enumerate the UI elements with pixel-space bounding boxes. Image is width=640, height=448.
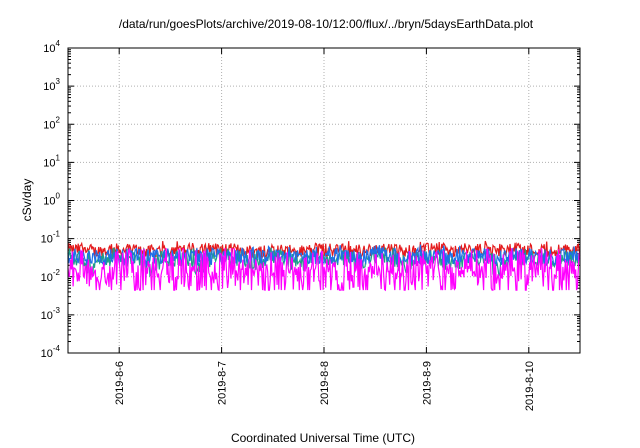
y-axis-label: cSv/day [20, 179, 34, 222]
series-line [67, 244, 581, 268]
y-tick-label: 100 [43, 192, 60, 208]
y-tick-label: 10-3 [41, 306, 61, 322]
x-tick-label: 2019-8-9 [421, 361, 433, 405]
series-line [67, 248, 581, 292]
x-tick-label: 2019-8-6 [114, 361, 126, 405]
x-axis-label: Coordinated Universal Time (UTC) [231, 431, 415, 445]
series-line [67, 240, 581, 260]
plot-frame [67, 47, 581, 354]
y-tick-label: 104 [43, 39, 60, 55]
y-tick-label: 102 [43, 115, 60, 131]
plot-area: 10-4 10-3 10-2 10-1 100 101 102 103 104 2019-8-6 2… [41, 39, 581, 411]
y-tick-label: 103 [43, 77, 60, 93]
x-tick-label: 2019-8-7 [217, 361, 229, 405]
y-tick-label: 101 [43, 153, 60, 169]
chart-title: /data/run/goesPlots/archive/2019-08-10/1… [119, 17, 534, 31]
x-tick-label: 2019-8-10 [524, 361, 536, 411]
y-tick-label: 10-4 [41, 344, 61, 360]
y-tick-label: 10-2 [41, 268, 61, 284]
x-tick-label: 2019-8-8 [319, 361, 331, 405]
y-tick-label: 10-1 [41, 230, 61, 246]
